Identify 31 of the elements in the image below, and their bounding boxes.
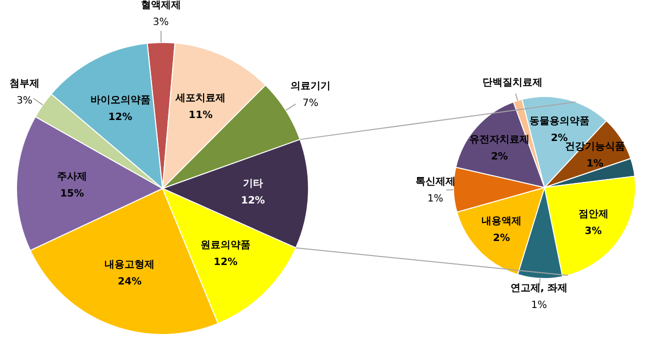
data-label: 12% [240, 195, 265, 206]
data-label: 12% [214, 256, 238, 268]
slice-label: 동물용의약품 [529, 116, 590, 127]
data-label: 2% [550, 132, 568, 144]
slice-label: 세포치료제 [174, 92, 226, 104]
data-label: 12% [108, 112, 132, 123]
slice-label: 원료의약품 [200, 240, 251, 251]
data-label: 2% [490, 151, 508, 162]
data-label: 1% [531, 300, 547, 312]
slice-label: 의료기기 [290, 81, 330, 92]
slice-label: 기타 [242, 178, 263, 190]
slice-label: 첨부제 [10, 78, 40, 90]
slice-label: 톡신제제 [415, 176, 456, 188]
slice-label: 점안제 [578, 209, 608, 220]
slice-label: 연고제, 좌제 [510, 283, 568, 294]
data-label: 3% [16, 96, 32, 107]
data-label: 1% [586, 158, 604, 170]
data-label: 3% [584, 226, 602, 238]
data-label: 24% [118, 276, 142, 288]
data-label: 7% [302, 98, 318, 110]
slice-label: 주사제 [57, 172, 88, 183]
data-label: 11% [188, 110, 213, 121]
slice-label: 내용액제 [482, 216, 522, 227]
data-label: 3% [152, 16, 169, 28]
data-label: 2% [493, 232, 510, 244]
slice-label: 혈액제제 [140, 0, 181, 11]
data-label: 1% [427, 194, 444, 205]
slice-label: 내용고형제 [104, 259, 155, 270]
slice-label: 바이오의약품 [90, 94, 150, 106]
data-label: 15% [60, 188, 84, 200]
slice-label: 단백질치료제 [482, 78, 542, 89]
